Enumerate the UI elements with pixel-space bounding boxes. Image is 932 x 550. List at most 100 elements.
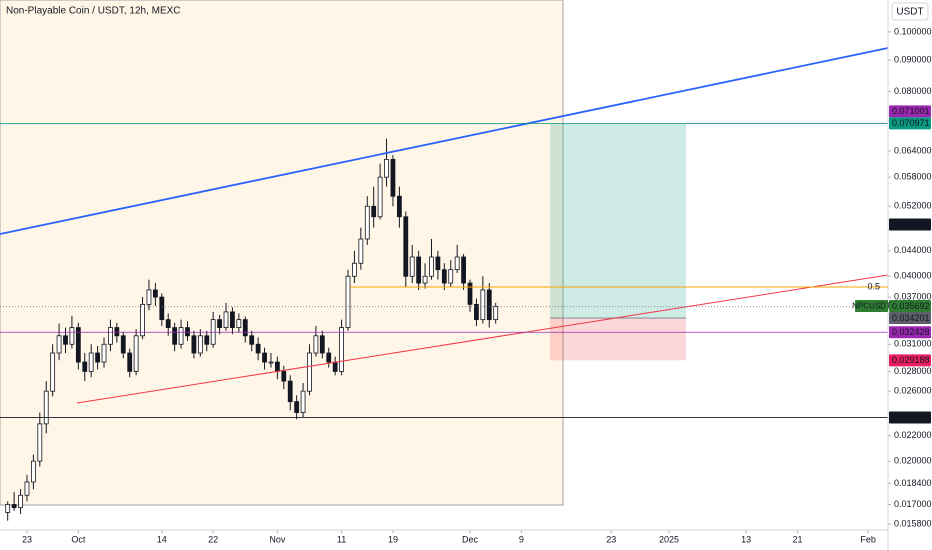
y-tick-label: 0.064000 <box>894 145 932 155</box>
x-tick-label: Feb <box>860 534 876 544</box>
candle-body <box>108 327 113 345</box>
candle-body <box>480 289 486 321</box>
y-tick-label: 0.090000 <box>894 54 932 64</box>
price-label: 0.070971 <box>892 118 930 128</box>
candle-body <box>43 390 49 425</box>
price-label: 0.034201 <box>892 313 930 323</box>
candle-body <box>313 335 319 354</box>
price-label-box <box>889 300 931 313</box>
x-tick-label: 13 <box>741 534 751 544</box>
y-tick-label: 0.037000 <box>894 291 932 301</box>
x-tick-label: Nov <box>269 534 286 544</box>
candle-body <box>454 256 460 271</box>
candle-body <box>371 205 377 218</box>
y-tick-label: 0.052000 <box>894 201 932 211</box>
candle-body <box>486 289 492 321</box>
candle-body <box>403 216 409 277</box>
candle-body <box>217 319 222 328</box>
x-tick-label: Dec <box>462 534 479 544</box>
candle-body <box>18 494 23 509</box>
candle-body <box>69 327 75 345</box>
candle-body <box>287 380 293 403</box>
x-tick-label: 23 <box>606 534 616 544</box>
price-label: 0.071001 <box>892 106 930 116</box>
candle-body <box>30 460 36 483</box>
candle-body <box>281 371 287 382</box>
chart-title: Non-Playable Coin / USDT, 12h, MEXC <box>6 6 181 17</box>
candle-body <box>467 282 473 305</box>
candle-body <box>441 269 447 284</box>
loss-zone <box>550 318 686 361</box>
candle-body <box>435 256 441 271</box>
candle-body <box>152 289 158 298</box>
x-tick-label: 22 <box>208 534 218 544</box>
candle-body <box>24 481 30 496</box>
candle-body <box>146 289 152 305</box>
candle-body <box>197 335 203 354</box>
price-label-box <box>889 354 931 367</box>
candle-body <box>422 275 428 284</box>
candle-body <box>120 335 126 354</box>
y-tick-label: 0.040000 <box>894 271 932 281</box>
candle-body <box>493 306 499 321</box>
candle-body <box>474 303 479 321</box>
candle-body <box>88 352 94 372</box>
price-label-box <box>889 218 931 231</box>
y-tick-label: 0.026000 <box>894 386 932 396</box>
candle-body <box>95 352 100 363</box>
y-tick-label: 0.044000 <box>894 245 932 255</box>
candle-body <box>11 504 17 509</box>
axes: 0.100000 0.090000 0.080000 0.064000 0.058000… <box>22 26 932 544</box>
symbol-label-box <box>855 300 888 313</box>
overlay <box>550 123 686 361</box>
candle-body <box>172 327 178 345</box>
candle-body <box>63 335 68 345</box>
candle-body <box>307 352 312 392</box>
y-tick-label: 0.058000 <box>894 172 932 182</box>
overlay: 0.5 <box>0 122 888 418</box>
candle-body <box>319 335 325 354</box>
currency-button[interactable] <box>891 2 929 21</box>
candle-body <box>300 390 306 413</box>
candle-body <box>75 327 81 363</box>
x-tick-label: 11 <box>337 534 346 544</box>
candle-body <box>140 303 145 337</box>
x-tick-label: 14 <box>157 534 167 544</box>
candle-body <box>268 361 274 364</box>
candle-body <box>345 275 351 328</box>
candle-body <box>448 269 454 284</box>
x-tick-label: 2025 <box>659 534 679 544</box>
candle-body <box>101 343 107 363</box>
candle-body <box>185 327 190 337</box>
symbol-label: NPCUSDT <box>852 302 891 311</box>
candle-body <box>416 256 422 284</box>
candle-body <box>274 361 280 372</box>
candle-body <box>364 205 370 240</box>
candle-body <box>409 256 415 277</box>
y-tick-label: 0.080000 <box>894 86 932 96</box>
candle-body <box>262 352 267 363</box>
candle-body <box>429 256 434 277</box>
price-label: 0.032428 <box>892 327 930 337</box>
y-tick-label: 0.018400 <box>894 478 932 488</box>
price-label-box <box>889 117 931 130</box>
x-tick-label: 9 <box>519 534 524 544</box>
candle-body <box>114 327 120 337</box>
y-tick-label: 0.020000 <box>894 456 932 466</box>
price-label-box <box>889 326 931 339</box>
candle-body <box>127 352 133 372</box>
x-tick-label: 23 <box>22 534 32 544</box>
x-tick-label: 19 <box>388 534 398 544</box>
y-tick-label: 0.100000 <box>894 26 932 36</box>
candle-body <box>358 238 364 264</box>
candle-body <box>396 195 402 218</box>
fib-label: 0.5 <box>867 281 880 291</box>
candle-body <box>159 296 165 321</box>
candle-body <box>230 311 235 328</box>
candle-body <box>332 361 338 372</box>
candle-body <box>50 352 56 392</box>
currency-label[interactable]: USDT <box>896 7 923 18</box>
price-label-box <box>889 105 931 118</box>
candle-body <box>255 343 261 354</box>
